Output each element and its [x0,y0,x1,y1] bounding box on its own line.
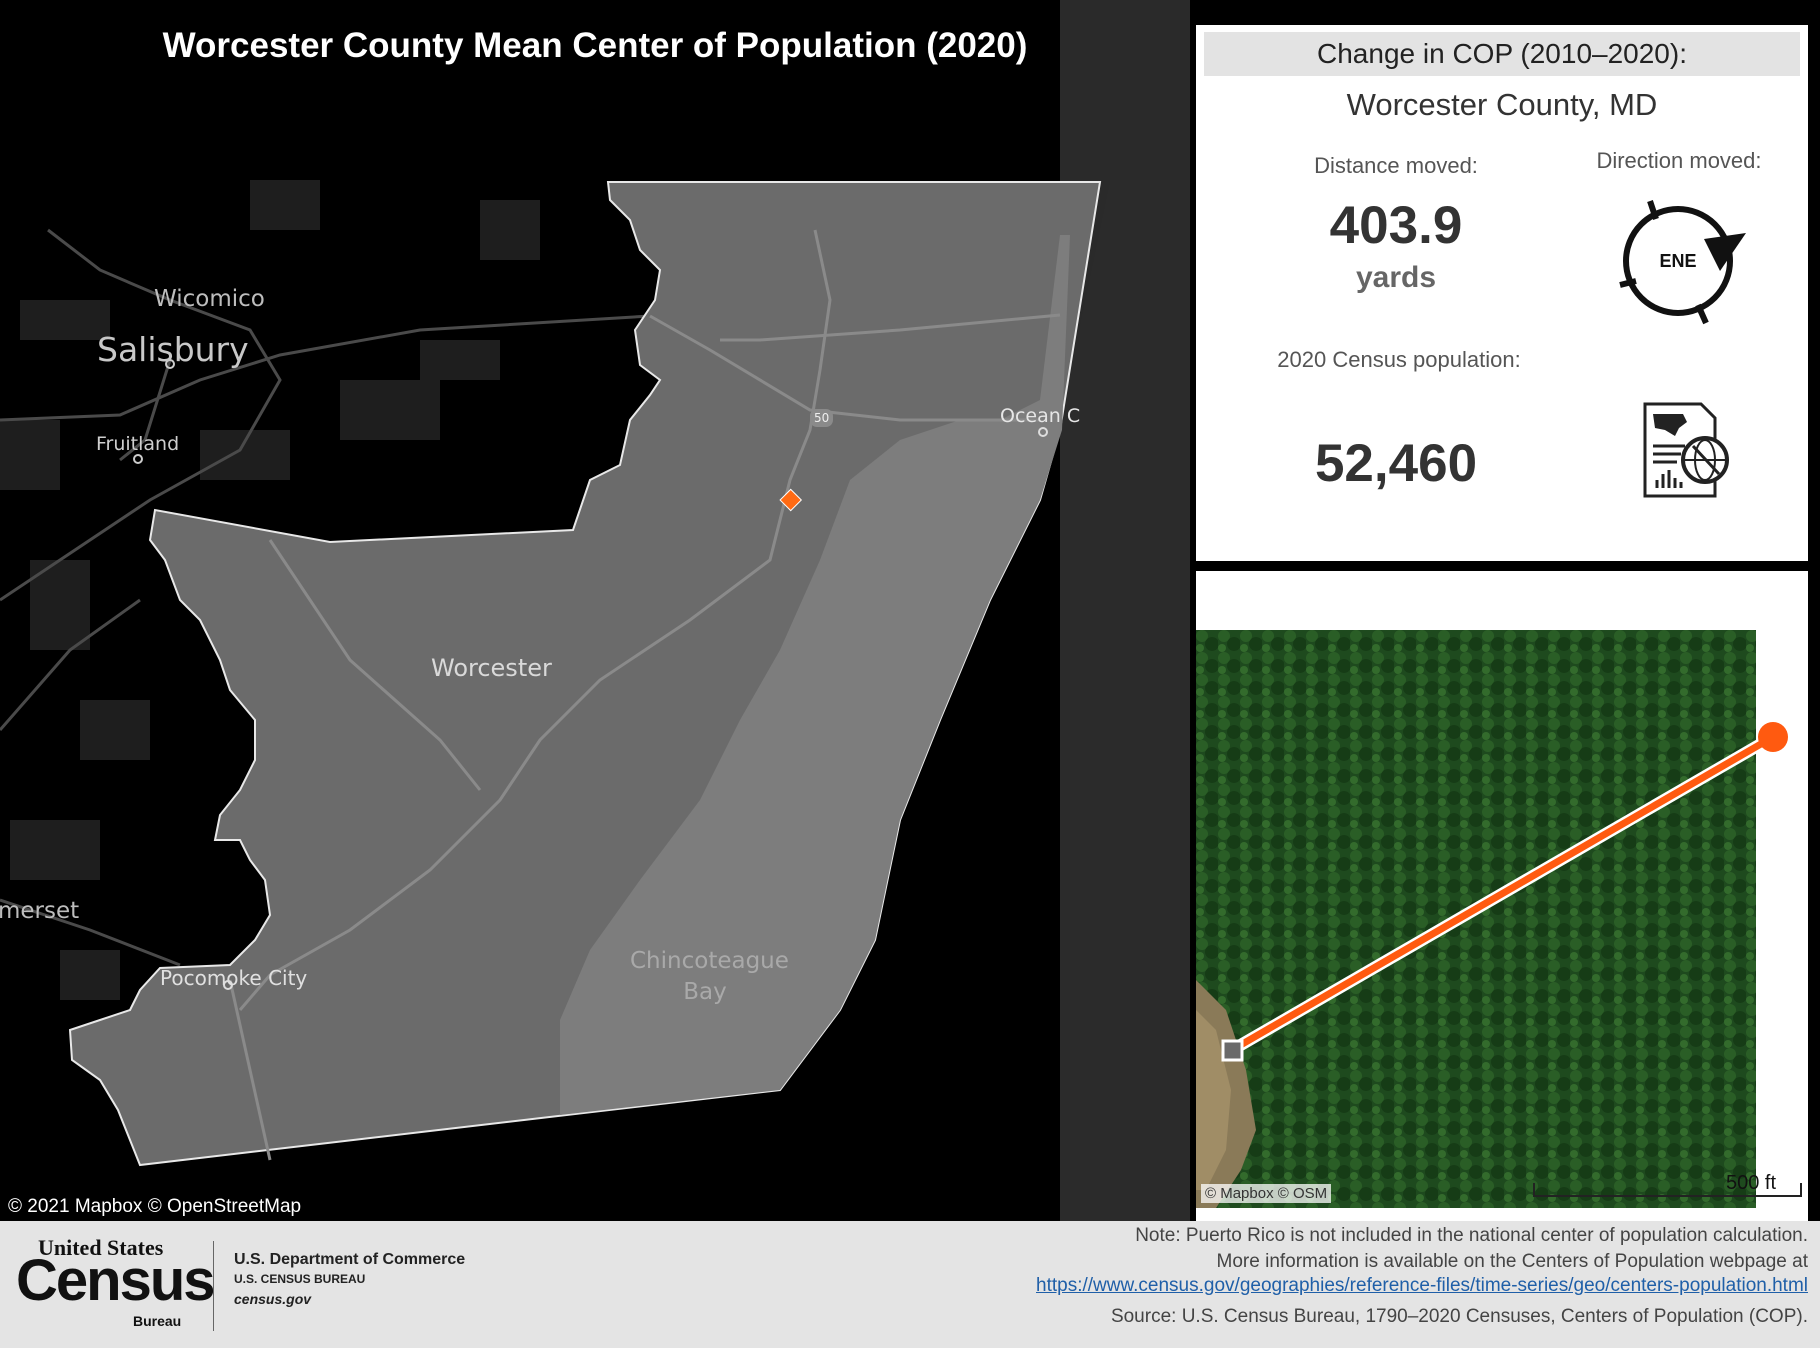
census-logo[interactable]: Census [16,1248,216,1313]
note-more-info: More information is available on the Cen… [1216,1251,1808,1272]
fruitland-label: Fruitland [96,433,180,455]
wicomico-label: Wicomico [154,286,265,312]
population-label: 2020 Census population: [1277,347,1521,372]
compass-icon: ENE [1619,200,1746,325]
distance-label: Distance moved: [1314,153,1478,178]
map-panel[interactable]: Worcester County Mean Center of Populati… [0,0,1190,1221]
map-title: Worcester County Mean Center of Populati… [162,26,1028,65]
pocomoke-city-label: Pocomoke City [160,966,308,990]
dept-commerce: U.S. Department of Commerce [234,1251,466,1268]
fruitland-city-dot [133,454,143,464]
info-header: Change in COP (2010–2020): [1204,32,1800,76]
county-roads [228,229,1061,1161]
population-value: 52,460 [1314,434,1478,493]
ocean-shape [1060,180,1190,1221]
scale-label: 500 ft [1726,1172,1777,1194]
note-source: Source: U.S. Census Bureau, 1790–2020 Ce… [1110,1306,1808,1327]
direction-value: ENE [1659,251,1696,271]
distance-unit: yards [1355,261,1437,294]
outside-roads [0,228,651,967]
census-document-icon [1643,402,1729,498]
census-logo-bureau: Bureau [133,1313,182,1329]
forest-area [1196,630,1756,1208]
logo-divider [213,1241,214,1331]
movement-path [1230,733,1775,1054]
map-attribution[interactable]: © 2021 Mapbox © OpenStreetMap [2,1195,308,1219]
population-center-marker[interactable] [779,488,803,512]
satellite-panel: © Mapbox © OSM 500 ft [1196,571,1808,1221]
census-gov-link[interactable]: census.gov [234,1291,312,1307]
pocomoke-city-dot [223,980,233,990]
satellite-map[interactable] [1196,630,1808,1208]
satellite-attribution[interactable]: © Mapbox © OSM [1201,1184,1332,1203]
note-puerto-rico: Note: Puerto Rico is not included in the… [1135,1225,1808,1246]
route-50-shield: 50 [810,409,834,427]
worcester-label: Worcester [431,654,552,682]
footer: United States Census Bureau U.S. Departm… [0,1221,1820,1348]
centers-population-link[interactable]: https://www.census.gov/geographies/refer… [1036,1275,1808,1296]
salisbury-city-dot [165,359,175,369]
info-panel: Change in COP (2010–2020): Worcester Cou… [1196,25,1808,561]
ocean-city-dot [1038,427,1048,437]
county-map[interactable] [0,0,1190,1221]
cop-2010-marker[interactable] [1221,1039,1244,1062]
dept-census-bureau: U.S. CENSUS BUREAU [234,1272,366,1286]
ocean-city-label: Ocean C [1000,405,1081,427]
chincoteague-bay-area [560,235,1070,1115]
census-logo-top: United States [38,1235,164,1260]
salisbury-label: Salisbury [97,330,249,369]
county-name: Worcester County, MD [1346,87,1658,122]
distance-value: 403.9 [1329,196,1463,255]
chincoteague-bay-label: Chincoteague Bay [630,948,789,1005]
direction-label: Direction moved: [1596,148,1762,173]
scale-bar [1533,1183,1802,1197]
somerset-label: merset [0,898,80,924]
cop-2020-marker[interactable] [1758,722,1788,752]
